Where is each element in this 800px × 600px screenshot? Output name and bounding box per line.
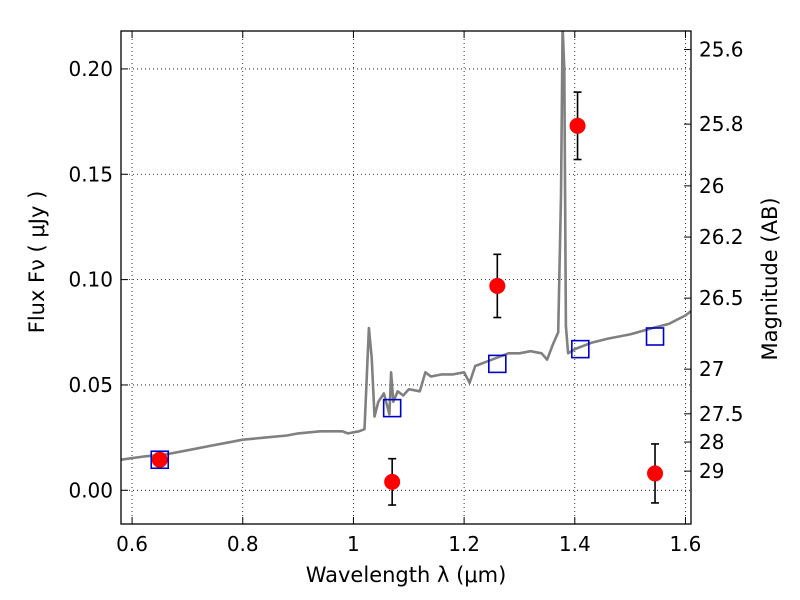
y2-tick-label: 25.6 (699, 38, 744, 62)
x-tick-label: 0.6 (116, 532, 148, 556)
photometry-point (569, 117, 586, 134)
grid-layer (121, 31, 691, 524)
photometry-point (489, 277, 506, 294)
y2-tick-label: 26.5 (699, 286, 744, 310)
y-tick-label: 0.10 (68, 268, 113, 292)
model-square (645, 327, 665, 346)
photometry-point (384, 473, 401, 490)
x-tick-label: 1.2 (448, 532, 480, 556)
data-layer (121, 31, 691, 506)
model-square (571, 339, 590, 359)
x-tick-label: 1.6 (670, 532, 702, 556)
y2-tick-label: 29 (699, 459, 724, 483)
y2-tick-label: 25.8 (699, 112, 744, 136)
y2-tick-label: 26 (699, 174, 724, 198)
y2-tick-label: 26.2 (699, 225, 744, 249)
model-square (382, 398, 402, 418)
y2-axis-title: Magnitude (AB) (758, 197, 782, 360)
photometry-point (647, 465, 664, 482)
y2-tick-label: 27.5 (699, 402, 744, 426)
spectrum-line (121, 31, 691, 461)
x-tick-label: 0.8 (227, 532, 259, 556)
photometry-point (151, 451, 168, 468)
model-square (150, 450, 170, 470)
x-axis-title: Wavelength λ (μm) (306, 563, 507, 587)
y2-tick-label: 27 (699, 357, 724, 381)
y-tick-label: 0.05 (68, 373, 113, 397)
y-axis-title: Flux Fν ( μJy ) (25, 191, 49, 334)
tick-layer: 0.6 0.8 1 1.2 1.4 1.6 0.00 0.05 0.10 0.15 0.20 25.6… (68, 31, 744, 556)
x-tick-label: 1 (347, 532, 360, 556)
y-tick-label: 0.00 (68, 478, 113, 502)
y-tick-label: 0.15 (68, 162, 113, 186)
y2-tick-label: 28 (699, 430, 724, 454)
y-tick-label: 0.20 (68, 57, 113, 81)
x-tick-label: 1.4 (559, 532, 591, 556)
model-square (488, 354, 507, 374)
plot-frame (120, 30, 692, 525)
